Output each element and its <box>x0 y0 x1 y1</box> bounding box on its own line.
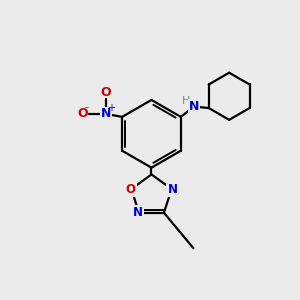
Text: O: O <box>126 183 136 196</box>
Text: H: H <box>182 96 190 106</box>
Text: O: O <box>77 107 88 120</box>
Text: +: + <box>107 103 115 113</box>
Text: -: - <box>85 103 88 112</box>
Text: N: N <box>167 183 178 196</box>
Text: N: N <box>101 107 111 120</box>
Text: O: O <box>100 86 111 99</box>
Text: N: N <box>189 100 199 113</box>
Text: N: N <box>133 206 143 219</box>
